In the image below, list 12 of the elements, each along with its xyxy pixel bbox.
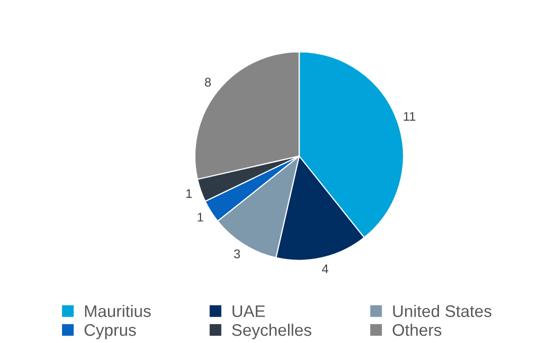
data-label: 11 <box>404 112 416 121</box>
legend-label: United States <box>393 304 492 318</box>
legend-label: UAE <box>232 305 265 318</box>
data-label: 1 <box>198 212 204 222</box>
data-label: 3 <box>234 249 240 258</box>
legend-label: Cyprus <box>84 324 136 340</box>
data-label: 1 <box>186 189 192 198</box>
data-label: 4 <box>322 264 328 274</box>
legend-label: Seychelles <box>232 324 312 340</box>
data-label: 8 <box>204 78 211 87</box>
legend-label: Others <box>392 324 442 336</box>
legend-label: Mauritius <box>85 304 151 318</box>
